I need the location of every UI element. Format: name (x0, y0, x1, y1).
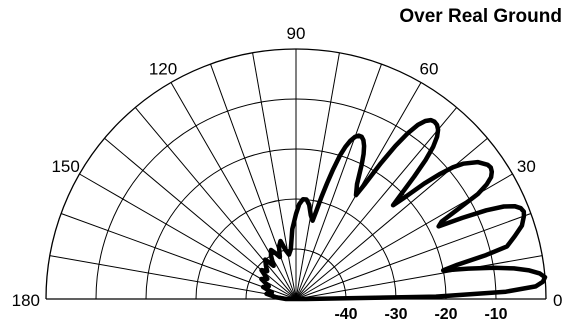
angle-tick-label: 30 (517, 157, 536, 176)
grid-spoke (295, 52, 340, 300)
chart-title: Over Real Ground (399, 6, 562, 27)
grid-spoke (210, 63, 297, 300)
angle-tick-label: 150 (51, 157, 79, 176)
angle-tick-label: 90 (287, 24, 306, 43)
radial-tick-label: -40 (334, 306, 357, 323)
grid-spoke (295, 213, 532, 300)
grid-spoke (49, 255, 297, 300)
radial-tick-label: -10 (484, 306, 507, 323)
axis-labels: 0 30 60 90 120 150 180 -40 -30 -20 -10 (12, 24, 563, 323)
angle-tick-label: 0 (553, 291, 562, 310)
radial-tick-label: -20 (434, 306, 457, 323)
angle-tick-label: 120 (149, 60, 177, 79)
grid-spoke (295, 63, 382, 300)
angle-tick-label: 60 (420, 60, 439, 79)
pattern-plot (259, 117, 548, 302)
grid-spoke (252, 52, 297, 300)
angle-tick-label: 180 (12, 291, 40, 310)
grid-spoke (60, 213, 297, 300)
radial-tick-label: -30 (384, 306, 407, 323)
grid-spoke (295, 107, 458, 300)
grid-spoke (295, 255, 543, 300)
grid-spoke (134, 107, 297, 300)
pattern-trace (259, 117, 548, 302)
